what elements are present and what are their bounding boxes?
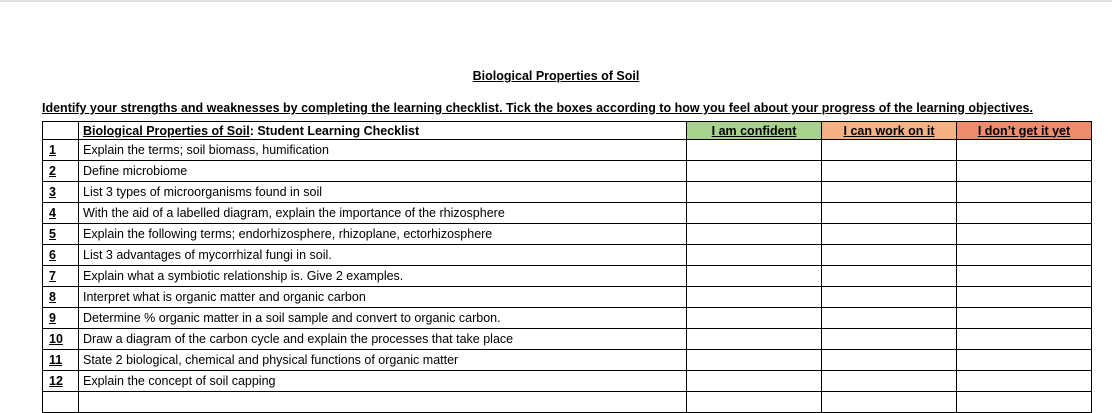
table-row: 9 Determine % organic matter in a soil s… <box>42 307 1092 329</box>
objective-text: Interpret what is organic matter and org… <box>78 286 687 308</box>
tick-box-confident[interactable] <box>686 181 822 203</box>
tick-box-confident[interactable] <box>686 265 822 287</box>
tick-box-dont-get-it[interactable] <box>956 370 1092 392</box>
table-row: 7 Explain what a symbiotic relationship … <box>42 265 1092 287</box>
row-number: 6 <box>42 244 79 266</box>
tick-box-work-on-it[interactable] <box>821 391 957 413</box>
tick-box-work-on-it[interactable] <box>821 286 957 308</box>
row-number: 10 <box>42 328 79 350</box>
header-topic: Biological Properties of Soil <box>83 123 250 138</box>
column-dont-get-it: I don’t get it yet <box>956 121 1092 140</box>
tick-box-dont-get-it[interactable] <box>956 160 1092 182</box>
tick-box-work-on-it[interactable] <box>821 139 957 161</box>
tick-box-confident[interactable] <box>686 349 822 371</box>
tick-box-confident[interactable] <box>686 139 822 161</box>
tick-box-confident[interactable] <box>686 391 822 413</box>
table-row: 6 List 3 advantages of mycorrhizal fungi… <box>42 244 1092 266</box>
table-row: 3 List 3 types of microorganisms found i… <box>42 181 1092 203</box>
tick-box-work-on-it[interactable] <box>821 349 957 371</box>
objective-text: Explain what a symbiotic relationship is… <box>78 265 687 287</box>
tick-box-dont-get-it[interactable] <box>956 223 1092 245</box>
objective-text: List 3 types of microorganisms found in … <box>78 181 687 203</box>
row-number: 4 <box>42 202 79 224</box>
objective-text <box>78 391 687 413</box>
tick-box-work-on-it[interactable] <box>821 265 957 287</box>
tick-box-dont-get-it[interactable] <box>956 202 1092 224</box>
tick-box-confident[interactable] <box>686 307 822 329</box>
learning-checklist-table: Biological Properties of Soil: Student L… <box>42 121 1092 413</box>
tick-box-confident[interactable] <box>686 160 822 182</box>
tick-box-work-on-it[interactable] <box>821 307 957 329</box>
tick-box-dont-get-it[interactable] <box>956 181 1092 203</box>
objective-text: Draw a diagram of the carbon cycle and e… <box>78 328 687 350</box>
table-row: 5 Explain the following terms; endorhizo… <box>42 223 1092 245</box>
instructions: Identify your strengths and weaknesses b… <box>42 101 1033 115</box>
tick-box-confident[interactable] <box>686 202 822 224</box>
row-number: 3 <box>42 181 79 203</box>
table-row: 11 State 2 biological, chemical and phys… <box>42 349 1092 371</box>
tick-box-work-on-it[interactable] <box>821 181 957 203</box>
objective-text: Explain the terms; soil biomass, humific… <box>78 139 687 161</box>
row-number: 1 <box>42 139 79 161</box>
tick-box-work-on-it[interactable] <box>821 328 957 350</box>
tick-box-dont-get-it[interactable] <box>956 391 1092 413</box>
table-row: 4 With the aid of a labelled diagram, ex… <box>42 202 1092 224</box>
header-row: Biological Properties of Soil: Student L… <box>42 121 1092 140</box>
objective-text: With the aid of a labelled diagram, expl… <box>78 202 687 224</box>
row-number: 11 <box>42 349 79 371</box>
objective-text: Explain the concept of soil capping <box>78 370 687 392</box>
table-row: 12 Explain the concept of soil capping <box>42 370 1092 392</box>
objective-text: State 2 biological, chemical and physica… <box>78 349 687 371</box>
row-number: 8 <box>42 286 79 308</box>
tick-box-work-on-it[interactable] <box>821 202 957 224</box>
tick-box-dont-get-it[interactable] <box>956 328 1092 350</box>
tick-box-confident[interactable] <box>686 370 822 392</box>
tick-box-dont-get-it[interactable] <box>956 265 1092 287</box>
table-row: 10 Draw a diagram of the carbon cycle an… <box>42 328 1092 350</box>
column-work-on-it: I can work on it <box>821 121 957 140</box>
tick-box-confident[interactable] <box>686 244 822 266</box>
row-number: 12 <box>42 370 79 392</box>
tick-box-dont-get-it[interactable] <box>956 139 1092 161</box>
header-num-cell <box>42 121 79 140</box>
tick-box-work-on-it[interactable] <box>821 244 957 266</box>
objective-text: List 3 advantages of mycorrhizal fungi i… <box>78 244 687 266</box>
row-number: 9 <box>42 307 79 329</box>
tick-box-dont-get-it[interactable] <box>956 244 1092 266</box>
row-number: 5 <box>42 223 79 245</box>
tick-box-dont-get-it[interactable] <box>956 349 1092 371</box>
column-confident: I am confident <box>686 121 822 140</box>
row-number: 2 <box>42 160 79 182</box>
tick-box-dont-get-it[interactable] <box>956 286 1092 308</box>
table-row: 1 Explain the terms; soil biomass, humif… <box>42 139 1092 161</box>
objective-text: Define microbiome <box>78 160 687 182</box>
table-row: 8 Interpret what is organic matter and o… <box>42 286 1092 308</box>
header-rest: : Student Learning Checklist <box>249 123 420 138</box>
tick-box-confident[interactable] <box>686 328 822 350</box>
tick-box-confident[interactable] <box>686 286 822 308</box>
tick-box-work-on-it[interactable] <box>821 160 957 182</box>
tick-box-work-on-it[interactable] <box>821 223 957 245</box>
header-title-cell: Biological Properties of Soil: Student L… <box>78 121 687 140</box>
table-row <box>42 391 1092 413</box>
tick-box-confident[interactable] <box>686 223 822 245</box>
row-number: 7 <box>42 265 79 287</box>
tick-box-dont-get-it[interactable] <box>956 307 1092 329</box>
document-title: Biological Properties of Soil <box>472 69 640 83</box>
objective-text: Determine % organic matter in a soil sam… <box>78 307 687 329</box>
tick-box-work-on-it[interactable] <box>821 370 957 392</box>
row-number <box>42 391 79 413</box>
table-row: 2 Define microbiome <box>42 160 1092 182</box>
objective-text: Explain the following terms; endorhizosp… <box>78 223 687 245</box>
